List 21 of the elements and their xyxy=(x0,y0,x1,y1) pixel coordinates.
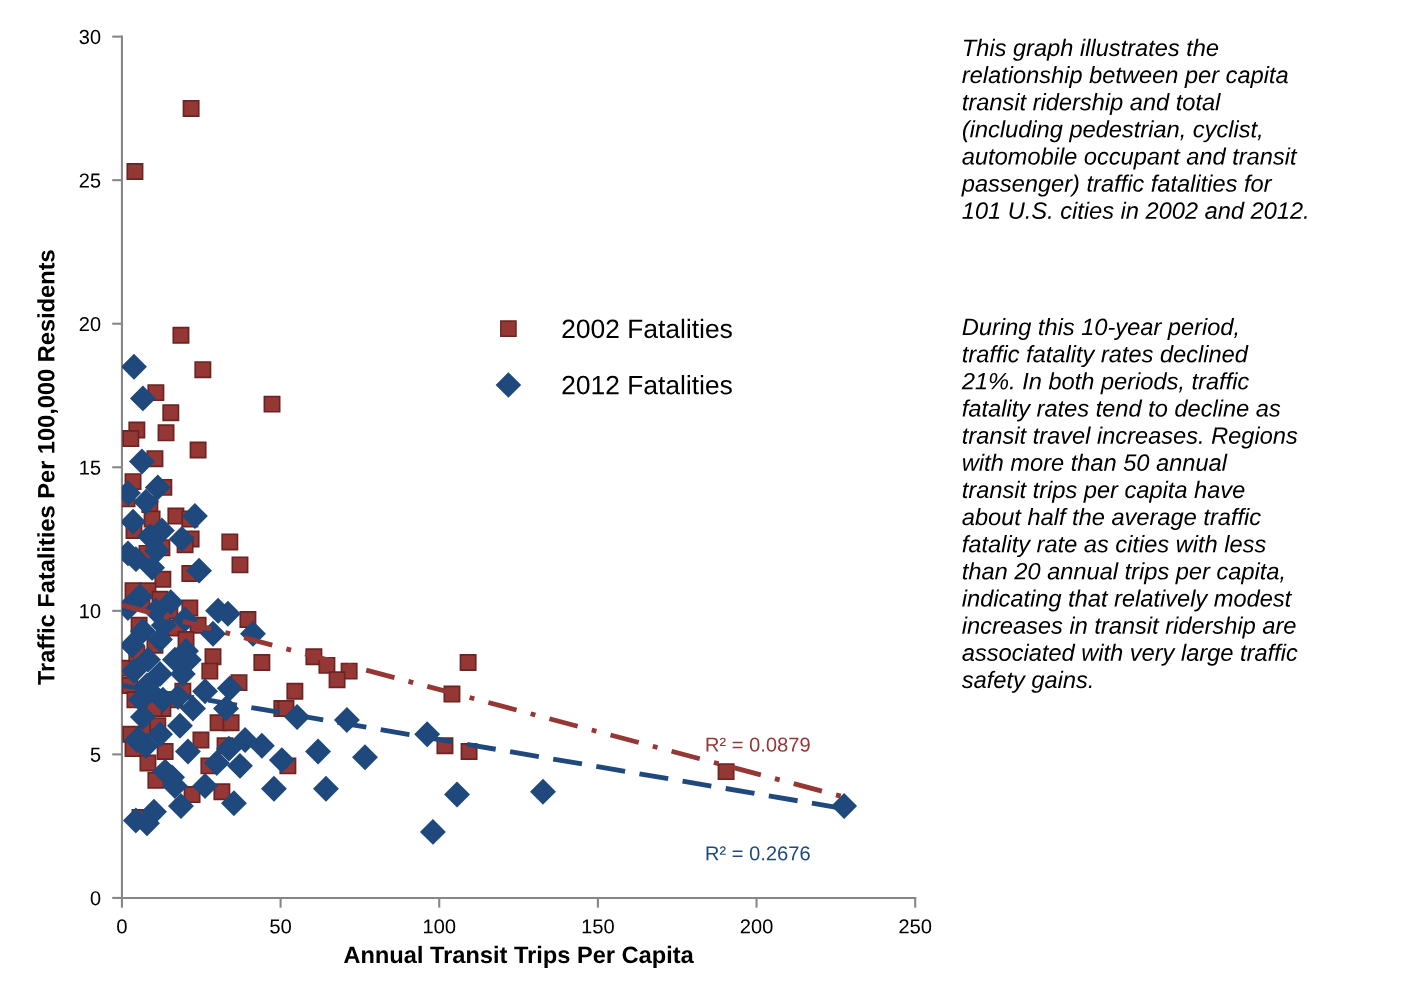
y-tick-label: 20 xyxy=(79,316,101,332)
series-label: R² = 0.0879 xyxy=(706,737,810,752)
y-axis-title: Traffic Fatalities Per 100,000 Residents xyxy=(37,250,59,685)
y-tick-label: 30 xyxy=(79,29,101,45)
legend-label: 2012 Fatalities xyxy=(562,375,732,395)
x-tick-label: 150 xyxy=(582,919,614,934)
x-tick-label: 100 xyxy=(423,919,456,934)
x-tick-label: 50 xyxy=(270,919,291,934)
x-tick-label: 200 xyxy=(740,919,773,934)
x-axis-title: Annual Transit Trips Per Capita xyxy=(344,945,694,968)
text: This graph illustrates the relationship between per capita transit ridership and total (including pedestrian, cyclist, automobile occupant and transit passenger) traffic fatalities for 101 U.S. cities in 2002 and 2012. xyxy=(961,38,1307,220)
text: R² = 0.2676 xyxy=(706,846,810,861)
y-tick-label: 0 xyxy=(90,891,101,906)
y-tick-label: 10 xyxy=(80,604,101,619)
y-tick-label: 5 xyxy=(90,747,101,762)
x-tick-label: 250 xyxy=(899,919,932,934)
x-tick-label: 0 xyxy=(117,919,127,934)
y-tick-label: 25 xyxy=(79,173,101,188)
legend-label: 2002 Fatalities xyxy=(562,318,732,339)
y-tick-label: 15 xyxy=(80,460,101,475)
text: During this 10-year period, traffic fatality rates declined 21%. In both periods, traffic fatality rates tend to decline as transit travel increases. Regions with more than 50 annual transit trips per capita have about half the average traffic fatality rate as cities with less than 20 annual trips per capita, indicating that relatively modest increases in transit ridership are associated with very large traffic safety gains. xyxy=(961,317,1298,693)
